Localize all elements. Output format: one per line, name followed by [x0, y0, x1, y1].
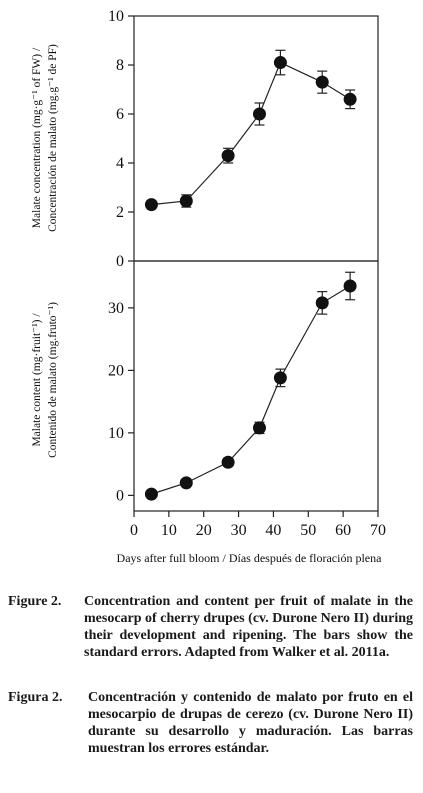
content-data-point: [252, 421, 266, 435]
content-data-point: [221, 455, 235, 469]
malate-chart: 0 2 4 6 8 10 0 10 20 30 0 10 20 30 40 50 60 70 Malate co…: [31, 8, 386, 565]
content-data-point: [273, 371, 287, 385]
content-data-point: [144, 487, 158, 501]
content-xtick-label: 20: [196, 522, 212, 539]
content-data-point: [179, 476, 193, 490]
content-panel: 0 10 20 30 0 10 20 30 40 50 60 70: [108, 260, 386, 539]
content-xtick-label: 30: [231, 522, 247, 539]
concentration-data-point: [179, 194, 193, 208]
concentration-ytick-label: 2: [116, 204, 124, 221]
caption-number-spanish: Figura 2.: [8, 690, 63, 705]
concentration-data-point: [273, 56, 287, 70]
concentration-ytick-label: 8: [116, 57, 124, 74]
concentration-ytick-label: 10: [108, 8, 124, 25]
content-ytick-label: 20: [108, 362, 124, 379]
content-xtick-label: 70: [370, 522, 386, 539]
content-ytick-label: 0: [116, 487, 124, 504]
caption-text-english: Concentration and content per fruit of m…: [84, 594, 413, 660]
figure-caption-english: Figure 2. Concentration and content per …: [8, 593, 413, 661]
content-data-point: [343, 279, 357, 293]
concentration-data-point: [221, 149, 235, 163]
concentration-ytick-label: 4: [116, 155, 124, 172]
content-plot-frame: [133, 260, 379, 512]
content-ytick-label: 10: [108, 425, 124, 442]
content-xtick-label: 40: [265, 522, 281, 539]
content-ytick-label: 30: [108, 300, 124, 317]
concentration-plot-frame: [133, 15, 379, 262]
content-xtick-label: 60: [335, 522, 351, 539]
concentration-panel: 0 2 4 6 8 10: [108, 8, 379, 270]
content-xtick-label: 0: [130, 522, 138, 539]
caption-number-english: Figure 2.: [8, 594, 62, 609]
concentration-ytick-label: 0: [116, 253, 124, 270]
content-xtick-label: 50: [300, 522, 316, 539]
content-data-point: [315, 296, 329, 310]
figure-caption-spanish: Figura 2. Concentración y contenido de m…: [8, 689, 413, 757]
concentration-data-point: [252, 107, 266, 121]
content-series-line: [151, 285, 351, 495]
content-xtick-label: 10: [161, 522, 177, 539]
content-ylabel-line1: Malate content (mg·fruit⁻¹) /: [31, 313, 43, 447]
concentration-ytick-label: 6: [116, 106, 124, 123]
content-ylabel-line2: Contenido de malato (mg.fruto⁻¹): [47, 302, 59, 458]
x-axis-label: Days after full bloom / Días después de …: [117, 551, 383, 565]
concentration-ylabel-line2: Concentración de malato (mg.g⁻¹ de PF): [47, 44, 59, 232]
concentration-ylabel-line1: Malate concentration (mg·g⁻¹ of FW) /: [31, 47, 43, 228]
caption-text-spanish: Concentración y contenido de malato por …: [88, 690, 413, 756]
concentration-data-point: [343, 92, 357, 106]
concentration-data-point: [315, 75, 329, 89]
concentration-data-point: [144, 198, 158, 212]
